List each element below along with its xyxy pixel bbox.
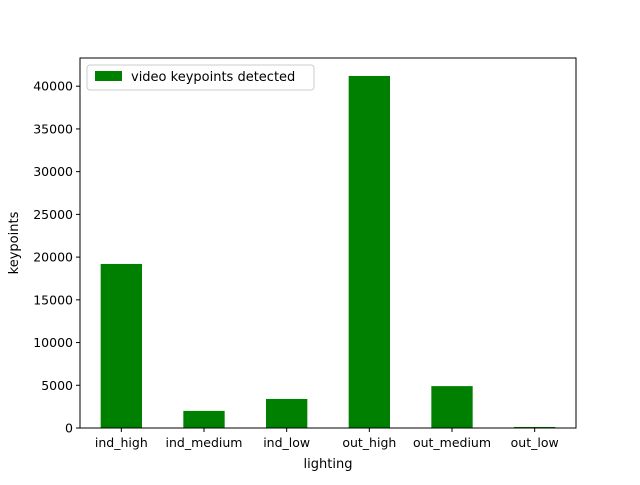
bar-out_high bbox=[348, 75, 390, 428]
bar-ind_low bbox=[266, 398, 308, 428]
y-tick-label: 40000 bbox=[33, 79, 73, 94]
bar-ind_medium bbox=[183, 410, 225, 428]
legend-box bbox=[86, 64, 315, 91]
x-tick-label: out_medium bbox=[413, 435, 491, 450]
y-tick-label: 15000 bbox=[33, 292, 73, 307]
x-axis-label: lighting bbox=[304, 457, 353, 472]
x-tick-label: ind_high bbox=[95, 435, 148, 450]
y-tick-label: 30000 bbox=[33, 164, 73, 179]
legend-swatch bbox=[95, 71, 122, 81]
plot-frame bbox=[79, 57, 577, 429]
y-tick-label: 25000 bbox=[33, 207, 73, 222]
y-axis-ticks: 0 5000 10000 15000 20000 25000 30000 35000 40000 bbox=[33, 79, 80, 436]
bar-out_medium bbox=[431, 386, 473, 428]
x-tick-label: out_low bbox=[511, 435, 559, 450]
x-tick-label: ind_low bbox=[263, 435, 310, 450]
y-tick-label: 10000 bbox=[33, 335, 73, 350]
y-tick-label: 5000 bbox=[41, 378, 73, 393]
y-tick-label: 35000 bbox=[33, 121, 73, 136]
x-axis-ticks: ind_high ind_medium ind_low out_high out_med… bbox=[95, 428, 559, 450]
y-axis-label: keypoints bbox=[7, 211, 22, 274]
x-tick-label: ind_medium bbox=[166, 435, 243, 450]
bar-ind_high bbox=[100, 263, 142, 428]
legend: video keypoints detected bbox=[86, 64, 315, 91]
bars-group bbox=[100, 75, 556, 428]
x-tick-label: out_high bbox=[342, 435, 396, 450]
y-tick-label: 20000 bbox=[33, 250, 73, 265]
bar-out_low bbox=[514, 426, 556, 428]
y-tick-label: 0 bbox=[65, 421, 73, 436]
legend-label: video keypoints detected bbox=[131, 70, 295, 85]
